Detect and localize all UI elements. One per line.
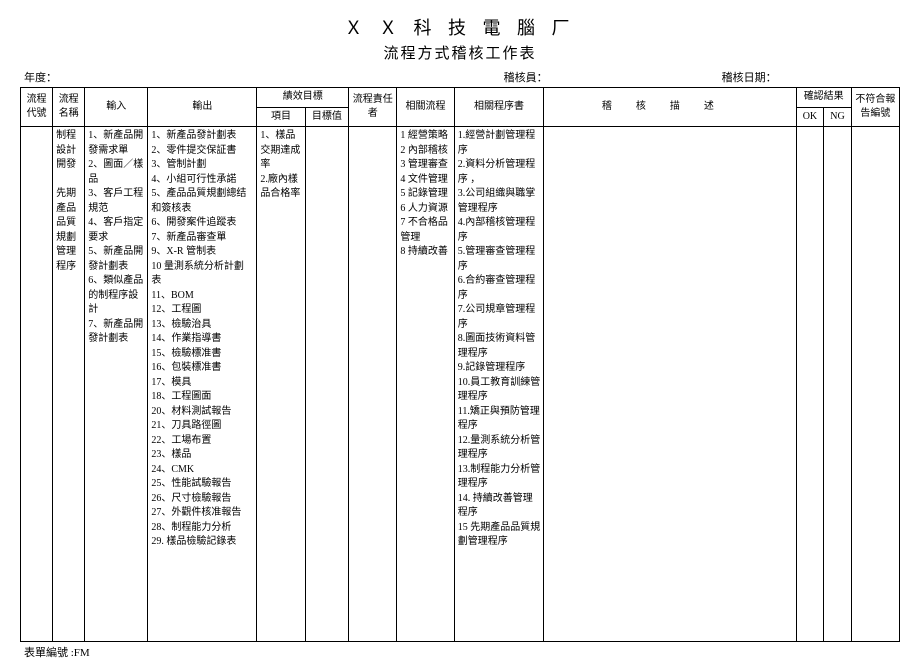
col-name: 流程名稱	[53, 88, 85, 127]
col-perf-item: 項目	[257, 107, 305, 127]
cell-perf-item: 1、樣品交期達成率2.廠內樣品合格率	[257, 127, 305, 642]
col-perf: 績效目標	[257, 88, 349, 108]
year-label: 年度：	[24, 69, 504, 85]
col-code: 流程代號	[21, 88, 53, 127]
cell-name: 制程設計開發先期產品品質規劃管理程序	[53, 127, 85, 642]
cell-reldoc: 1.經營計劃管理程序2.資料分析管理程序 ，3.公司組織與職掌管理程序4.內部稽…	[454, 127, 544, 642]
date-label: 稽核日期：	[722, 69, 896, 85]
col-reldoc: 相關程序書	[454, 88, 544, 127]
col-ok: OK	[796, 107, 824, 127]
table-row: 制程設計開發先期產品品質規劃管理程序 1、新產品開發需求單2、圖面／樣品3、客戶…	[21, 127, 900, 642]
cell-input: 1、新產品開發需求單2、圖面／樣品3、客戶工程規范4、客戶指定要求5、新產品開發…	[85, 127, 148, 642]
doc-title: 流程方式稽核工作表	[20, 42, 900, 63]
cell-output: 1、新產品發計劃表2、零件提交保証書3、管制計劃4、小組可行性承諾5、產品品質規…	[148, 127, 257, 642]
cell-perf-val	[305, 127, 349, 642]
cell-desc	[544, 127, 796, 642]
cell-owner	[349, 127, 397, 642]
auditor-label: 稽核員：	[504, 69, 722, 85]
cell-nc	[851, 127, 899, 642]
col-relproc: 相關流程	[397, 88, 454, 127]
col-confirm: 確認結果	[796, 88, 851, 108]
cell-ok	[796, 127, 824, 642]
col-desc: 稽核描述	[544, 88, 796, 127]
col-owner: 流程責任者	[349, 88, 397, 127]
col-perf-val: 目標值	[305, 107, 349, 127]
company-name: Ｘ Ｘ 科 技 電 腦 厂	[20, 14, 900, 40]
col-input: 輸入	[85, 88, 148, 127]
cell-relproc: 1 經營策略2 內部稽核3 管理審查4 文件管理5 記錄管理6 人力資源7 不合…	[397, 127, 454, 642]
form-number: 表單編號 :FM	[20, 644, 900, 660]
audit-table: 流程代號 流程名稱 輸入 輸出 績效目標 流程責任者 相關流程 相關程序書 稽核…	[20, 87, 900, 642]
col-nc: 不符合報告編號	[851, 88, 899, 127]
cell-code	[21, 127, 53, 642]
cell-ng	[824, 127, 852, 642]
meta-row: 年度： 稽核員： 稽核日期：	[20, 69, 900, 85]
col-output: 輸出	[148, 88, 257, 127]
col-ng: NG	[824, 107, 852, 127]
